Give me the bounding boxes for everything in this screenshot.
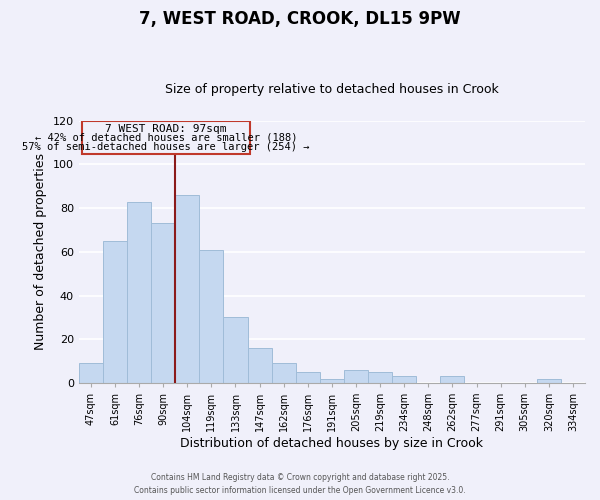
Bar — [296, 372, 320, 383]
Bar — [175, 195, 199, 383]
Bar — [103, 241, 127, 383]
Text: ← 42% of detached houses are smaller (188): ← 42% of detached houses are smaller (18… — [35, 133, 297, 143]
Bar — [272, 364, 296, 383]
Bar — [82, 121, 250, 154]
Text: 7 WEST ROAD: 97sqm: 7 WEST ROAD: 97sqm — [105, 124, 227, 134]
Bar — [392, 376, 416, 383]
Text: 7, WEST ROAD, CROOK, DL15 9PW: 7, WEST ROAD, CROOK, DL15 9PW — [139, 10, 461, 28]
Bar — [320, 378, 344, 383]
Bar — [344, 370, 368, 383]
Bar — [368, 372, 392, 383]
Bar — [440, 376, 464, 383]
X-axis label: Distribution of detached houses by size in Crook: Distribution of detached houses by size … — [181, 437, 484, 450]
Text: Contains HM Land Registry data © Crown copyright and database right 2025.
Contai: Contains HM Land Registry data © Crown c… — [134, 474, 466, 495]
Bar — [537, 378, 561, 383]
Bar — [199, 250, 223, 383]
Bar — [248, 348, 272, 383]
Bar — [127, 202, 151, 383]
Y-axis label: Number of detached properties: Number of detached properties — [34, 154, 47, 350]
Bar — [79, 364, 103, 383]
Bar — [151, 224, 175, 383]
Bar — [223, 318, 248, 383]
Title: Size of property relative to detached houses in Crook: Size of property relative to detached ho… — [165, 83, 499, 96]
Text: 57% of semi-detached houses are larger (254) →: 57% of semi-detached houses are larger (… — [22, 142, 310, 152]
